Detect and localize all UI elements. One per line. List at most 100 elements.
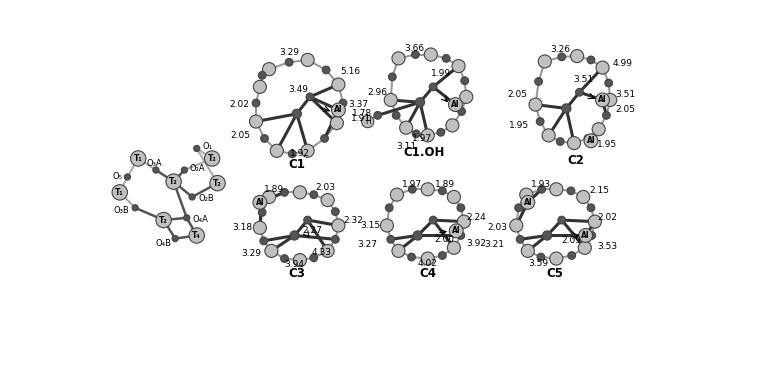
Circle shape (521, 196, 534, 209)
Text: 2.32: 2.32 (343, 216, 363, 224)
Circle shape (125, 174, 131, 180)
Circle shape (542, 231, 551, 240)
Circle shape (332, 78, 345, 91)
Text: C1.OH: C1.OH (403, 146, 444, 159)
Circle shape (411, 51, 420, 58)
Text: 3.94: 3.94 (285, 260, 304, 269)
Text: O₃B: O₃B (114, 206, 129, 215)
Text: Al: Al (524, 198, 532, 207)
Circle shape (408, 253, 416, 261)
Text: 3.18: 3.18 (232, 223, 253, 232)
Circle shape (209, 175, 225, 191)
Text: 1.92: 1.92 (290, 150, 310, 158)
Text: 3.11: 3.11 (396, 142, 417, 151)
Circle shape (437, 128, 445, 136)
Text: 2.15: 2.15 (590, 186, 609, 195)
Circle shape (270, 144, 283, 157)
Circle shape (424, 48, 437, 61)
Text: 3.26: 3.26 (551, 45, 570, 55)
Circle shape (183, 215, 189, 221)
Text: 2.05: 2.05 (616, 105, 635, 115)
Circle shape (588, 232, 596, 239)
Text: H: H (365, 117, 370, 126)
Circle shape (362, 115, 374, 128)
Circle shape (579, 229, 593, 242)
Circle shape (457, 204, 465, 211)
Circle shape (332, 219, 345, 232)
Text: 3.92: 3.92 (467, 239, 486, 248)
Circle shape (263, 190, 276, 204)
Circle shape (452, 59, 465, 73)
Text: O₄B: O₄B (156, 239, 171, 249)
Circle shape (172, 236, 179, 242)
Circle shape (542, 129, 555, 142)
Circle shape (387, 236, 395, 243)
Circle shape (260, 135, 269, 142)
Circle shape (293, 186, 306, 199)
Circle shape (520, 188, 533, 201)
Text: C2: C2 (567, 154, 584, 167)
Circle shape (301, 53, 314, 66)
Circle shape (339, 99, 347, 107)
Text: 1.95: 1.95 (509, 121, 530, 130)
Circle shape (310, 254, 317, 262)
Circle shape (430, 83, 437, 91)
Circle shape (392, 244, 405, 257)
Circle shape (596, 61, 609, 74)
Circle shape (584, 135, 591, 142)
Circle shape (292, 109, 301, 118)
Circle shape (578, 241, 591, 255)
Circle shape (550, 252, 563, 265)
Circle shape (258, 72, 266, 79)
Circle shape (592, 123, 605, 136)
Circle shape (331, 236, 339, 243)
Circle shape (460, 77, 468, 85)
Circle shape (604, 93, 617, 106)
Circle shape (388, 73, 397, 81)
Circle shape (331, 103, 345, 117)
Circle shape (385, 204, 393, 211)
Circle shape (310, 191, 317, 198)
Circle shape (571, 49, 584, 63)
Circle shape (448, 98, 462, 112)
Circle shape (253, 221, 266, 234)
Circle shape (156, 212, 171, 228)
Circle shape (303, 216, 311, 224)
Circle shape (521, 244, 534, 257)
Text: 3.49: 3.49 (289, 85, 308, 94)
Circle shape (132, 205, 139, 211)
Circle shape (152, 167, 159, 173)
Circle shape (392, 112, 400, 119)
Text: 1.95: 1.95 (598, 140, 618, 149)
Text: 3.51: 3.51 (573, 75, 594, 84)
Text: 1.89: 1.89 (434, 180, 455, 189)
Circle shape (446, 119, 459, 132)
Circle shape (438, 187, 447, 195)
Text: 4.33: 4.33 (312, 248, 331, 257)
Circle shape (562, 104, 571, 113)
Text: Al: Al (451, 100, 460, 109)
Circle shape (460, 90, 473, 104)
Text: Al: Al (256, 198, 264, 207)
Circle shape (413, 231, 422, 240)
Text: T₂: T₂ (208, 154, 216, 163)
Circle shape (280, 255, 288, 262)
Circle shape (537, 186, 545, 193)
Circle shape (321, 244, 334, 257)
Circle shape (380, 219, 393, 232)
Text: O₁: O₁ (203, 142, 213, 151)
Text: 1.97: 1.97 (402, 180, 423, 189)
Text: T₄: T₄ (192, 231, 201, 240)
Circle shape (557, 216, 565, 224)
Circle shape (536, 118, 544, 125)
Text: 3.66: 3.66 (403, 44, 424, 53)
Circle shape (260, 237, 268, 245)
Circle shape (421, 252, 434, 265)
Circle shape (322, 66, 330, 74)
Circle shape (321, 194, 334, 207)
Circle shape (596, 93, 609, 107)
Circle shape (567, 187, 574, 195)
Circle shape (288, 150, 296, 158)
Text: 2.02: 2.02 (229, 100, 249, 109)
Text: 3.53: 3.53 (598, 242, 618, 251)
